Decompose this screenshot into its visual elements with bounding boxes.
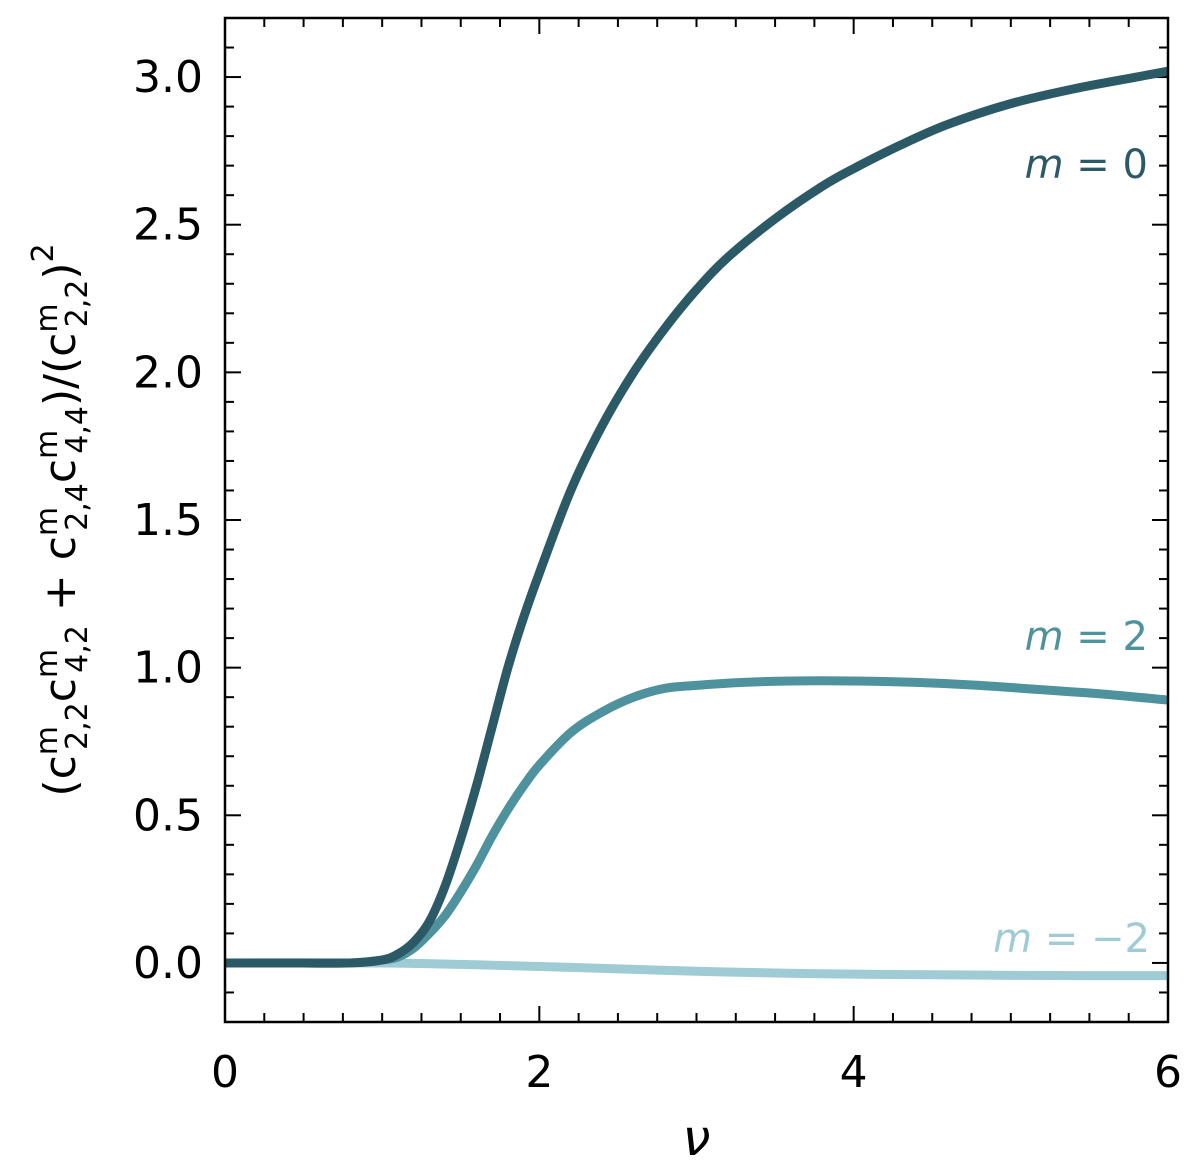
x-axis-label: ν xyxy=(683,1109,711,1166)
ylabel-sup5: m xyxy=(30,303,65,332)
y-axis-label: (cm2,2cm4,2 + cm2,4cm4,4)/(cm2,2)2 xyxy=(26,243,95,796)
y-tick-label: 0.0 xyxy=(133,938,203,989)
y-tick-label: 2.0 xyxy=(133,347,203,398)
ylabel-c4: c xyxy=(35,459,86,483)
x-tick-label: 4 xyxy=(840,1047,868,1098)
ylabel-open: (c xyxy=(35,755,86,796)
ylabel-sub1: 2,2 xyxy=(60,702,95,750)
ylabel-sub4: 4,4 xyxy=(60,406,95,454)
ylabel-sub2: 4,2 xyxy=(60,625,95,673)
series-line-m-minus2 xyxy=(224,958,1169,981)
series-line-m0 xyxy=(224,66,1169,968)
x-tick-label: 2 xyxy=(525,1047,553,1098)
x-tick-label: 0 xyxy=(211,1047,239,1098)
ylabel-c2: c xyxy=(35,678,86,702)
series-label-m2: m = 2 xyxy=(1025,614,1148,660)
ylabel-exp: 2 xyxy=(26,243,61,262)
plot-frame xyxy=(223,16,1170,1024)
ylabel-plus: + c xyxy=(35,536,86,625)
x-tick-label: 6 xyxy=(1154,1047,1182,1098)
series-label-m-minus2: m = −2 xyxy=(993,916,1150,962)
ylabel-sub3: 2,4 xyxy=(60,483,95,531)
ylabel-sup4: m xyxy=(30,430,65,459)
ylabel-sup3: m xyxy=(30,507,65,536)
y-tick-label: 1.0 xyxy=(133,643,203,694)
ylabel-mid: )/(c xyxy=(35,333,86,406)
ylabel-sub5: 2,2 xyxy=(60,280,95,328)
y-tick-label: 3.0 xyxy=(133,52,203,103)
ylabel-sup1: m xyxy=(30,726,65,755)
y-tick-label: 0.5 xyxy=(133,790,203,841)
labels-layer: 0 2 4 6 0.0 0.5 1.0 1.5 2.0 2.5 3.0 m = 0 m = 2 m = −… xyxy=(133,52,1182,1098)
series-layer xyxy=(224,66,1169,981)
y-tick-label: 2.5 xyxy=(133,200,203,251)
y-tick-label: 1.5 xyxy=(133,495,203,546)
ylabel-close: ) xyxy=(35,263,86,280)
ylabel-sup2: m xyxy=(30,649,65,678)
series-label-m0: m = 0 xyxy=(1025,142,1148,188)
